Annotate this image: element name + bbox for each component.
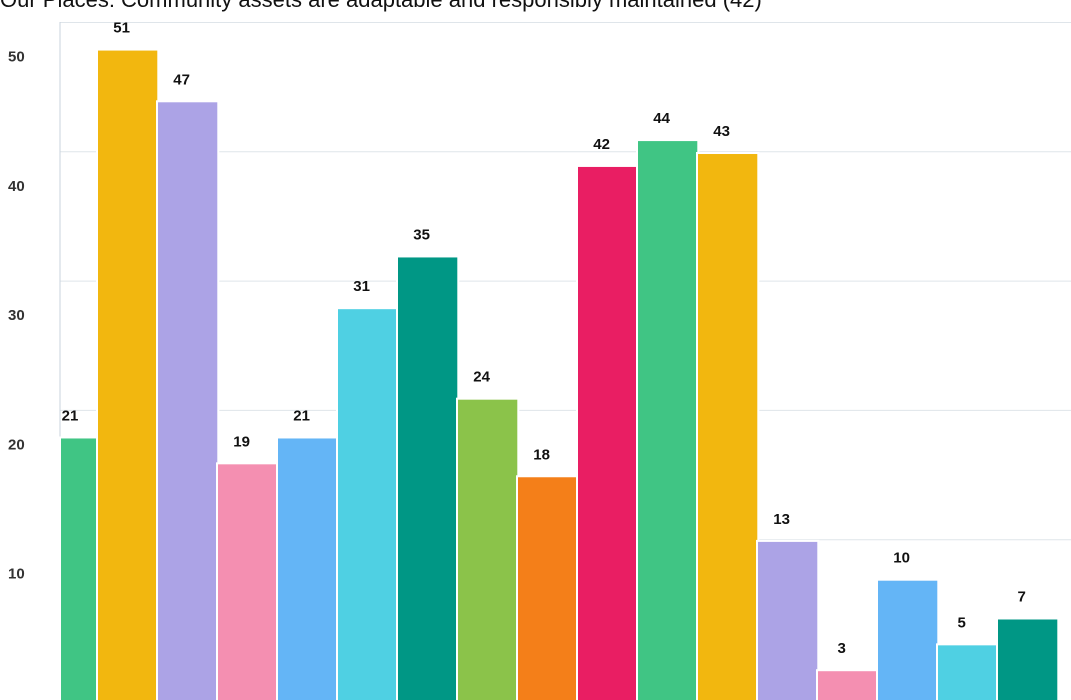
data-label: 21: [62, 407, 79, 424]
y-tick-label: 20: [8, 436, 25, 453]
bar: [336, 307, 400, 700]
y-axis-ticks: 10 20 30 40 50: [8, 49, 25, 583]
data-label: 35: [413, 226, 430, 243]
bar: [59, 436, 99, 700]
data-label: 47: [173, 71, 190, 88]
data-label: 19: [233, 433, 250, 450]
data-label: 5: [957, 614, 965, 631]
bar: [216, 462, 280, 700]
data-label: 3: [837, 640, 845, 657]
data-label: 42: [593, 136, 610, 153]
data-label: 7: [1017, 588, 1025, 605]
bar: [696, 152, 760, 700]
bar: [96, 48, 160, 700]
data-label: 21: [293, 407, 310, 424]
bar: [936, 643, 1000, 700]
data-label: 10: [893, 550, 910, 567]
y-tick-label: 30: [8, 307, 25, 324]
chart-title: Our Places: Community assets are adaptab…: [0, 0, 762, 13]
bar: [816, 669, 880, 700]
data-labels: 21 51 47 19 21 31 35 24 18 42 44 43 13 3 10 5 7: [62, 20, 1026, 658]
bar: [756, 539, 820, 700]
bar: [516, 475, 580, 700]
bar: [576, 164, 640, 700]
data-label: 18: [533, 446, 550, 463]
bar: [456, 397, 520, 700]
data-label: 13: [773, 511, 790, 528]
y-tick-label: 50: [8, 49, 25, 66]
data-label: 43: [713, 123, 730, 140]
data-label: 24: [473, 369, 490, 386]
bar: [156, 100, 220, 700]
bar: [636, 139, 700, 700]
y-tick-label: 10: [8, 566, 25, 583]
data-label: 31: [353, 278, 370, 295]
y-tick-label: 40: [8, 178, 25, 195]
data-label: 51: [113, 20, 130, 37]
bar: [396, 255, 460, 700]
bars: [59, 48, 1060, 700]
bar: [996, 617, 1060, 700]
data-label: 44: [653, 110, 670, 127]
bar: [276, 436, 340, 700]
bar: [876, 578, 940, 700]
